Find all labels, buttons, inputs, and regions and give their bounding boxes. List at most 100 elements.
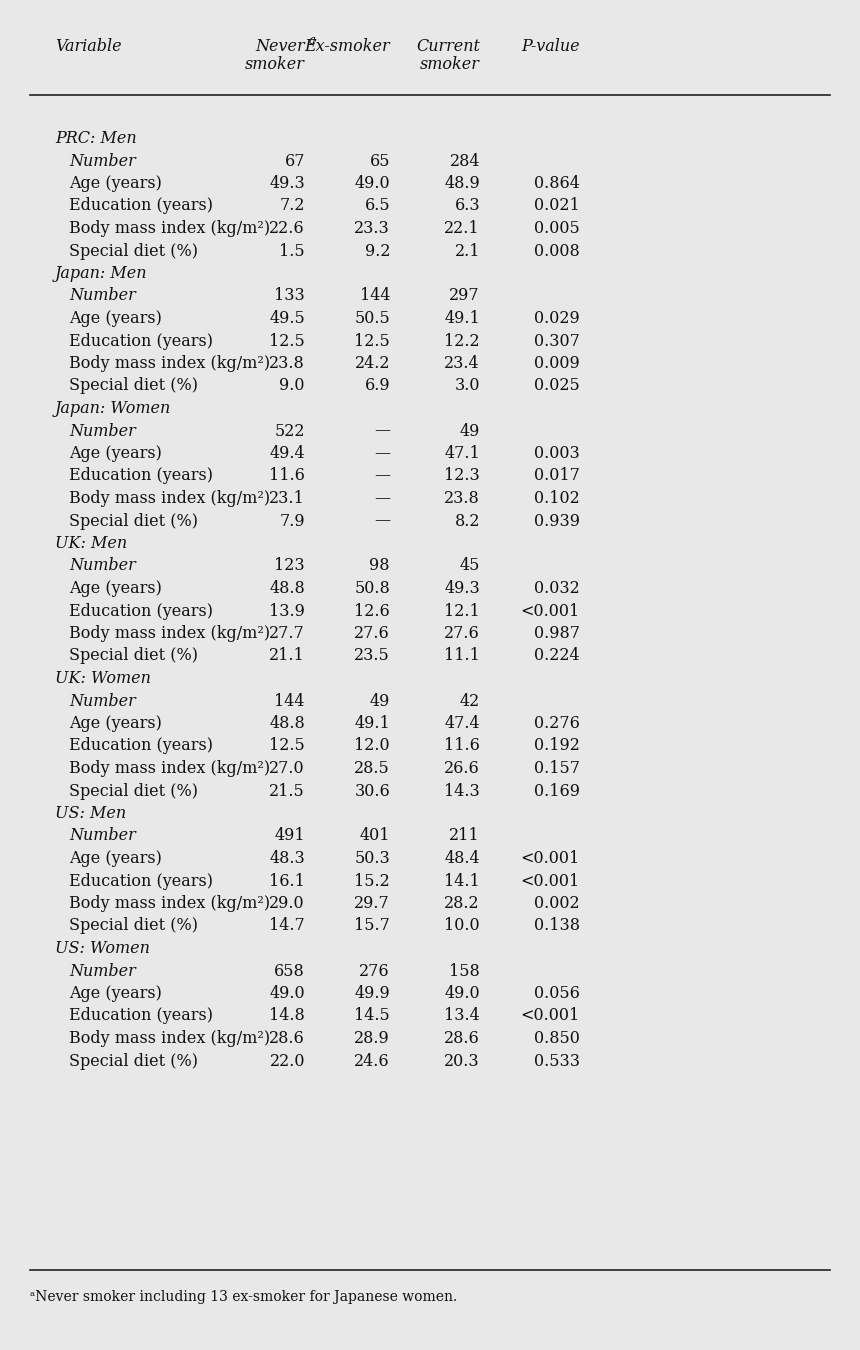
Text: 23.4: 23.4 [445, 355, 480, 373]
Text: 27.6: 27.6 [354, 625, 390, 643]
Text: 48.8: 48.8 [269, 580, 305, 597]
Text: 3.0: 3.0 [454, 378, 480, 394]
Text: 14.1: 14.1 [445, 872, 480, 890]
Text: 27.7: 27.7 [269, 625, 305, 643]
Text: 7.9: 7.9 [280, 513, 305, 529]
Text: 28.9: 28.9 [354, 1030, 390, 1048]
Text: smoker: smoker [245, 55, 305, 73]
Text: 16.1: 16.1 [269, 872, 305, 890]
Text: 15.2: 15.2 [354, 872, 390, 890]
Text: 67: 67 [285, 153, 305, 170]
Text: Special diet (%): Special diet (%) [69, 1053, 198, 1069]
Text: 6.5: 6.5 [365, 197, 390, 215]
Text: 8.2: 8.2 [454, 513, 480, 529]
Text: 11.6: 11.6 [269, 467, 305, 485]
Text: 42: 42 [460, 693, 480, 710]
Text: 49.3: 49.3 [445, 580, 480, 597]
Text: 14.5: 14.5 [354, 1007, 390, 1025]
Text: 47.1: 47.1 [445, 446, 480, 462]
Text: 49.4: 49.4 [269, 446, 305, 462]
Text: 0.138: 0.138 [534, 918, 580, 934]
Text: Body mass index (kg/m²): Body mass index (kg/m²) [69, 490, 270, 508]
Text: 0.009: 0.009 [534, 355, 580, 373]
Text: 49.1: 49.1 [445, 310, 480, 327]
Text: 6.9: 6.9 [365, 378, 390, 394]
Text: UK: Women: UK: Women [55, 670, 150, 687]
Text: Number: Number [69, 693, 136, 710]
Text: Ex-smoker: Ex-smoker [304, 38, 390, 55]
Text: 0.157: 0.157 [534, 760, 580, 778]
Text: 28.6: 28.6 [269, 1030, 305, 1048]
Text: 0.864: 0.864 [534, 176, 580, 192]
Text: 297: 297 [450, 288, 480, 305]
Text: 14.7: 14.7 [269, 918, 305, 934]
Text: Body mass index (kg/m²): Body mass index (kg/m²) [69, 760, 270, 778]
Text: 2.1: 2.1 [454, 243, 480, 259]
Text: 48.4: 48.4 [445, 850, 480, 867]
Text: 0.008: 0.008 [534, 243, 580, 259]
Text: 50.8: 50.8 [354, 580, 390, 597]
Text: 50.5: 50.5 [354, 310, 390, 327]
Text: Number: Number [69, 288, 136, 305]
Text: <0.001: <0.001 [521, 602, 580, 620]
Text: 48.8: 48.8 [269, 716, 305, 732]
Text: 0.224: 0.224 [534, 648, 580, 664]
Text: 23.8: 23.8 [269, 355, 305, 373]
Text: 7.2: 7.2 [280, 197, 305, 215]
Text: Special diet (%): Special diet (%) [69, 513, 198, 529]
Text: 6.3: 6.3 [454, 197, 480, 215]
Text: 21.1: 21.1 [269, 648, 305, 664]
Text: 12.0: 12.0 [354, 737, 390, 755]
Text: Number: Number [69, 153, 136, 170]
Text: 12.2: 12.2 [445, 332, 480, 350]
Text: 23.8: 23.8 [445, 490, 480, 508]
Text: 49.3: 49.3 [269, 176, 305, 192]
Text: 49.0: 49.0 [445, 986, 480, 1002]
Text: Education (years): Education (years) [69, 1007, 213, 1025]
Text: Number: Number [69, 423, 136, 440]
Text: 12.5: 12.5 [354, 332, 390, 350]
Text: 98: 98 [370, 558, 390, 575]
Text: 21.5: 21.5 [269, 783, 305, 799]
Text: 0.025: 0.025 [534, 378, 580, 394]
Text: 658: 658 [274, 963, 305, 980]
Text: UK: Men: UK: Men [55, 535, 127, 552]
Text: 0.192: 0.192 [534, 737, 580, 755]
Text: 23.1: 23.1 [269, 490, 305, 508]
Text: Age (years): Age (years) [69, 716, 162, 732]
Text: 0.032: 0.032 [534, 580, 580, 597]
Text: 0.005: 0.005 [534, 220, 580, 238]
Text: 14.8: 14.8 [269, 1007, 305, 1025]
Text: 0.017: 0.017 [534, 467, 580, 485]
Text: Never: Never [255, 38, 305, 55]
Text: —: — [374, 423, 390, 440]
Text: 0.533: 0.533 [534, 1053, 580, 1069]
Text: 49: 49 [370, 693, 390, 710]
Text: 30.6: 30.6 [354, 783, 390, 799]
Text: 10.0: 10.0 [445, 918, 480, 934]
Text: Education (years): Education (years) [69, 467, 213, 485]
Text: 0.002: 0.002 [534, 895, 580, 913]
Text: 522: 522 [274, 423, 305, 440]
Text: 28.5: 28.5 [354, 760, 390, 778]
Text: 23.3: 23.3 [354, 220, 390, 238]
Text: <0.001: <0.001 [521, 1007, 580, 1025]
Text: 27.6: 27.6 [445, 625, 480, 643]
Text: ᵃNever smoker including 13 ex-smoker for Japanese women.: ᵃNever smoker including 13 ex-smoker for… [30, 1291, 458, 1304]
Text: Age (years): Age (years) [69, 446, 162, 462]
Text: Education (years): Education (years) [69, 602, 213, 620]
Text: 23.5: 23.5 [354, 648, 390, 664]
Text: 12.5: 12.5 [269, 737, 305, 755]
Text: 15.7: 15.7 [354, 918, 390, 934]
Text: Body mass index (kg/m²): Body mass index (kg/m²) [69, 1030, 270, 1048]
Text: 1.5: 1.5 [280, 243, 305, 259]
Text: Number: Number [69, 963, 136, 980]
Text: 0.056: 0.056 [534, 986, 580, 1002]
Text: Age (years): Age (years) [69, 580, 162, 597]
Text: 158: 158 [449, 963, 480, 980]
Text: 47.4: 47.4 [445, 716, 480, 732]
Text: Special diet (%): Special diet (%) [69, 918, 198, 934]
Text: Age (years): Age (years) [69, 176, 162, 192]
Text: 0.987: 0.987 [534, 625, 580, 643]
Text: a: a [309, 34, 316, 47]
